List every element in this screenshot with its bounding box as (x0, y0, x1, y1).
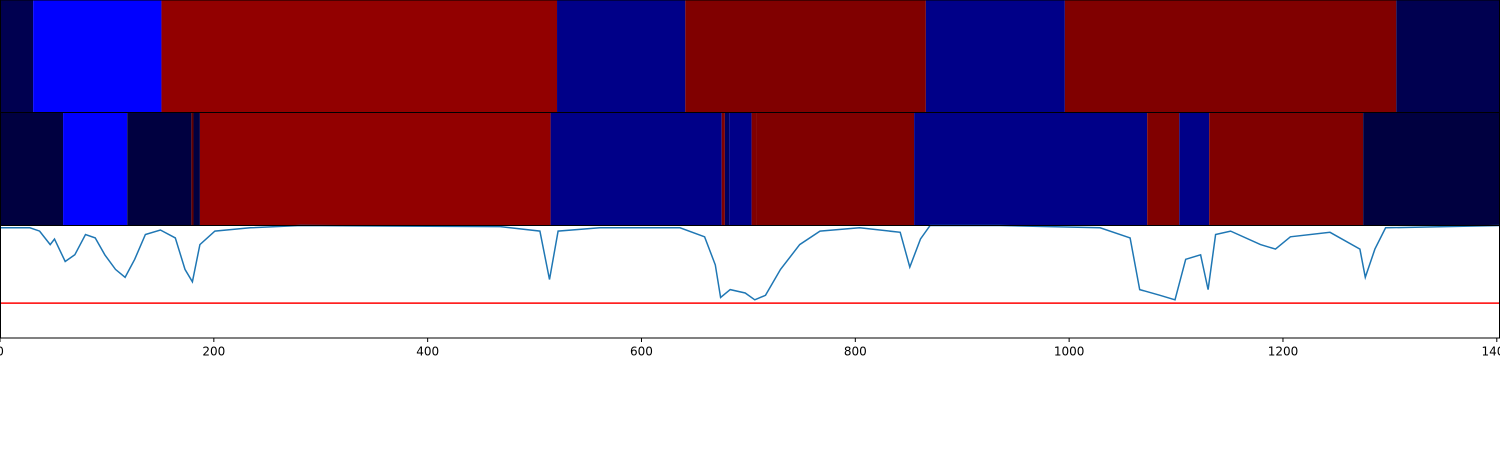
x-tick-label: 1200 (1268, 345, 1299, 359)
x-tick-label: 0 (0, 345, 4, 359)
segment (685, 0, 926, 113)
x-tick-label: 200 (202, 345, 225, 359)
segment (1209, 112, 1364, 226)
segment (63, 112, 128, 226)
segment (1396, 0, 1500, 113)
segment (193, 112, 200, 226)
segment (721, 112, 725, 226)
x-tick-label: 400 (416, 345, 439, 359)
x-tick-label: 1400 (1482, 345, 1500, 359)
segment (33, 0, 162, 113)
segment (925, 0, 1065, 113)
segment (557, 0, 686, 113)
segment (0, 0, 34, 113)
segment (1363, 112, 1500, 226)
segment (751, 112, 757, 226)
segment (1179, 112, 1210, 226)
panel-frame (0, 225, 1500, 339)
x-tick-label: 800 (844, 345, 867, 359)
segment (191, 112, 194, 226)
segment (914, 112, 1148, 226)
segment (127, 112, 192, 226)
line-series (0, 224, 1500, 301)
segment (724, 112, 730, 226)
segment (161, 0, 558, 113)
segment (729, 112, 752, 226)
segment (0, 112, 64, 226)
segment (550, 112, 722, 226)
segment (1064, 0, 1397, 113)
segment (199, 112, 551, 226)
segment (756, 112, 915, 226)
x-tick-label: 1000 (1054, 345, 1085, 359)
x-tick-label: 600 (630, 345, 653, 359)
segment (1147, 112, 1180, 226)
